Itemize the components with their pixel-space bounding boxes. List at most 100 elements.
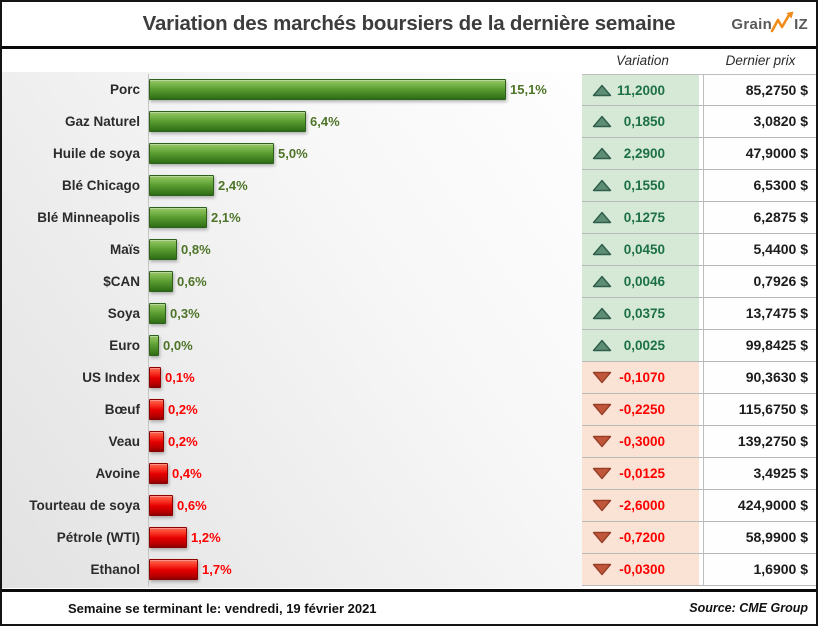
table-row: Bœuf 0,2% -0,2250 115,6750 $ (2, 394, 816, 426)
row-label: Pétrole (WTI) (56, 530, 140, 545)
bar-percent-label: 15,1% (510, 82, 547, 97)
value-bar (149, 367, 161, 388)
bar-percent-label: 0,8% (181, 242, 211, 257)
bar-percent-label: 0,2% (168, 402, 198, 417)
chart-background (2, 72, 582, 588)
last-price-value: 3,0820 $ (703, 106, 816, 138)
last-price-value: 6,2875 $ (703, 202, 816, 234)
week-ending-label: Semaine se terminant le: vendredi, 19 fé… (68, 600, 377, 616)
last-price-value: 0,7926 $ (703, 266, 816, 298)
table-row: US Index 0,1% -0,1070 90,3630 $ (2, 362, 816, 394)
footer-divider (2, 589, 816, 592)
variation-cell: -0,7200 (582, 522, 699, 554)
variation-cell: 0,0375 (582, 298, 699, 330)
bar-percent-label: 0,6% (177, 274, 207, 289)
triangle-down-icon (592, 531, 612, 544)
row-label: Bœuf (104, 402, 140, 417)
last-price-value: 5,4400 $ (703, 234, 816, 266)
column-gap (699, 426, 703, 458)
triangle-down-icon (592, 371, 612, 384)
row-label: Veau (108, 434, 140, 449)
variation-value: -0,3000 (619, 434, 665, 449)
value-bar (149, 335, 159, 356)
bar-cell: 0,2% (140, 394, 582, 426)
bar-percent-label: 2,4% (218, 178, 248, 193)
last-price-value: 115,6750 $ (703, 394, 816, 426)
row-label: Avoine (95, 466, 140, 481)
table-row: Huile de soya 5,0% 2,2900 47,9000 $ (2, 138, 816, 170)
table-row: Soya 0,3% 0,0375 13,7475 $ (2, 298, 816, 330)
column-gap (699, 394, 703, 426)
table-row: Tourteau de soya 0,6% -2,6000 424,9000 $ (2, 490, 816, 522)
bar-cell: 0,0% (140, 330, 582, 362)
last-price-value: 13,7475 $ (703, 298, 816, 330)
row-label: Soya (107, 306, 140, 321)
triangle-up-icon (592, 147, 612, 160)
grainwiz-logo: Grain IZ (731, 2, 808, 46)
variation-value: 0,0025 (623, 338, 665, 353)
table-row: Maïs 0,8% 0,0450 5,4400 $ (2, 234, 816, 266)
last-price-value: 47,9000 $ (703, 138, 816, 170)
bar-cell: 6,4% (140, 106, 582, 138)
footer: Semaine se terminant le: vendredi, 19 fé… (2, 592, 816, 624)
row-label: Ethanol (90, 562, 141, 577)
last-price-value: 3,4925 $ (703, 458, 816, 490)
table-row: Porc 15,1% 11,2000 85,2750 $ (2, 74, 816, 106)
bar-cell: 1,2% (140, 522, 582, 554)
variation-value: -0,0300 (619, 562, 665, 577)
column-gap (699, 202, 703, 234)
column-header-price: Dernier prix (725, 53, 796, 68)
last-price-value: 1,6900 $ (703, 554, 816, 586)
triangle-down-icon (592, 435, 612, 448)
variation-value: 0,0046 (623, 274, 665, 289)
variation-value: 0,0375 (623, 306, 665, 321)
variation-cell: -0,3000 (582, 426, 699, 458)
row-label: $CAN (103, 274, 140, 289)
variation-value: 0,0450 (623, 242, 665, 257)
triangle-down-icon (592, 563, 612, 576)
table-row: Ethanol 1,7% -0,0300 1,6900 $ (2, 554, 816, 586)
bar-cell: 0,4% (140, 458, 582, 490)
column-gap (699, 458, 703, 490)
column-gap (699, 298, 703, 330)
value-bar (149, 239, 177, 260)
row-label: Blé Minneapolis (37, 210, 140, 225)
bar-percent-label: 1,2% (191, 530, 221, 545)
table-row: Blé Chicago 2,4% 0,1550 6,5300 $ (2, 170, 816, 202)
row-label: Porc (109, 82, 140, 97)
row-label: Huile de soya (52, 146, 140, 161)
variation-cell: -0,0125 (582, 458, 699, 490)
bar-percent-label: 1,7% (202, 562, 232, 577)
triangle-up-icon (592, 275, 612, 288)
row-label: Gaz Naturel (64, 114, 140, 129)
triangle-up-icon (592, 307, 612, 320)
variation-value: 0,1550 (623, 178, 665, 193)
variation-value: 2,2900 (623, 146, 665, 161)
row-label: Euro (109, 338, 140, 353)
last-price-value: 6,5300 $ (703, 170, 816, 202)
column-header-variation: Variation (616, 53, 669, 68)
logo-zigzag-arrow-icon (770, 11, 794, 33)
table-row: Veau 0,2% -0,3000 139,2750 $ (2, 426, 816, 458)
variation-cell: 11,2000 (582, 74, 699, 106)
bar-cell: 1,7% (140, 554, 582, 586)
variation-cell: 0,0450 (582, 234, 699, 266)
value-bar (149, 399, 164, 420)
value-bar (149, 207, 207, 228)
bar-cell: 0,1% (140, 362, 582, 394)
variation-value: -2,6000 (619, 498, 665, 513)
variation-value: -0,7200 (619, 530, 665, 545)
table-row: $CAN 0,6% 0,0046 0,7926 $ (2, 266, 816, 298)
column-gap (699, 170, 703, 202)
variation-cell: -0,0300 (582, 554, 699, 586)
column-gap (699, 234, 703, 266)
triangle-up-icon (592, 339, 612, 352)
bar-percent-label: 0,0% (163, 338, 193, 353)
value-bar (149, 175, 214, 196)
last-price-value: 90,3630 $ (703, 362, 816, 394)
last-price-value: 99,8425 $ (703, 330, 816, 362)
value-bar (149, 271, 173, 292)
table-row: Avoine 0,4% -0,0125 3,4925 $ (2, 458, 816, 490)
row-label: Maïs (109, 242, 140, 257)
